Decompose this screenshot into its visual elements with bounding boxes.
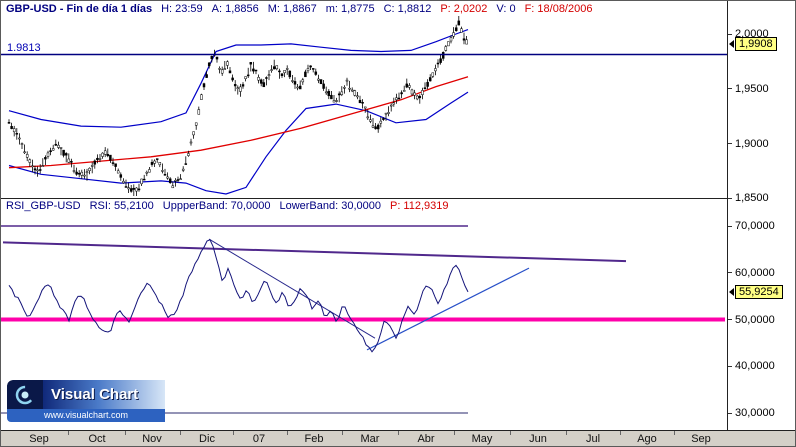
axis-tick xyxy=(728,366,732,367)
horizontal-line-label: 1.9813 xyxy=(7,42,41,54)
time-axis[interactable]: Sep Oct Nov Dic 07 Feb Mar Abr May Jun Jul Ago Sep xyxy=(1,430,795,446)
logo-banner: Visual Chart xyxy=(7,380,165,409)
logo-title: Visual Chart xyxy=(43,380,165,409)
header-field: A: 1,8856 xyxy=(211,3,259,15)
visual-chart-swirl-icon xyxy=(7,380,43,409)
time-axis-tick xyxy=(454,431,455,435)
axis-tick xyxy=(728,88,732,89)
time-axis-tick xyxy=(342,431,343,435)
trendline-peak_descending[interactable] xyxy=(208,238,376,339)
panel-separator xyxy=(1,198,727,199)
last-price-tag: 1,9908 xyxy=(729,37,777,51)
axis-tick xyxy=(728,319,732,320)
bollinger-upper-band xyxy=(8,29,469,128)
time-axis-tick xyxy=(510,431,511,435)
price-chart[interactable] xyxy=(1,16,727,198)
axis-tick-label: 30,0000 xyxy=(735,407,775,419)
axis-tick xyxy=(728,34,732,35)
candles xyxy=(7,16,468,196)
header-field: UppperBand: 70,0000 xyxy=(162,200,271,212)
rsi-panel-header: RSI_GBP-USD RSI: 55,2100 UppperBand: 70,00… xyxy=(6,200,458,213)
time-axis-tick xyxy=(125,431,126,435)
time-axis-label: 07 xyxy=(252,433,266,445)
last-price-value: 1,9908 xyxy=(735,37,777,51)
header-field: P: 112,9319 xyxy=(389,200,449,212)
header-field: H: 23:59 xyxy=(161,3,203,15)
time-axis-label: Jun xyxy=(529,433,547,445)
time-axis-label: Mar xyxy=(360,433,380,445)
time-axis-tick xyxy=(233,431,234,435)
time-axis-label: Oct xyxy=(88,433,106,445)
header-field: C: 1,8812 xyxy=(383,3,432,15)
axis-tick xyxy=(728,198,732,199)
tag-arrow-icon xyxy=(729,40,734,48)
axis-tick-label: 70,0000 xyxy=(735,220,775,232)
time-axis-label: Feb xyxy=(304,433,324,445)
rsi-line xyxy=(8,239,469,353)
tag-arrow-icon xyxy=(729,288,734,296)
axis-tick xyxy=(728,413,732,414)
axis-tick-label: 1,9500 xyxy=(735,83,769,95)
header-field: GBP-USD - Fin de día 1 días xyxy=(6,3,153,15)
trendline-long_descending[interactable] xyxy=(2,241,627,263)
bollinger-lower-band xyxy=(8,91,469,195)
time-axis-tick xyxy=(180,431,181,435)
axis-tick xyxy=(728,143,732,144)
header-field: F: 18/08/2006 xyxy=(524,3,593,15)
time-axis-label: May xyxy=(471,433,493,445)
header-field: P: 2,0202 xyxy=(440,3,488,15)
header-field: m: 1,8775 xyxy=(325,3,375,15)
rsi-value-tag: 55,9254 xyxy=(729,285,783,299)
axis-tick-label: 2,0000 xyxy=(735,28,769,40)
time-axis-tick xyxy=(566,431,567,435)
header-field: RSI: 55,2100 xyxy=(89,200,154,212)
price-panel-header: GBP-USD - Fin de día 1 días H: 23:59 A: 1,… xyxy=(6,3,601,16)
time-axis-tick xyxy=(620,431,621,435)
logo-url: www.visualchart.com xyxy=(7,409,165,422)
time-axis-label: Jul xyxy=(585,433,601,445)
header-field: M: 1,8867 xyxy=(267,3,317,15)
header-field: V: 0 xyxy=(496,3,516,15)
time-axis-tick xyxy=(674,431,675,435)
time-axis-label: Ago xyxy=(637,433,657,445)
header-field: LowerBand: 30,0000 xyxy=(279,200,381,212)
time-axis-label: Sep xyxy=(691,433,711,445)
header-field: RSI_GBP-USD xyxy=(6,200,81,212)
trendline-ascending[interactable] xyxy=(366,267,530,351)
axis-tick xyxy=(728,226,732,227)
time-axis-label: Abr xyxy=(417,433,435,445)
time-axis-label: Dic xyxy=(199,433,215,445)
time-axis-label: Sep xyxy=(29,433,49,445)
rsi-value: 55,9254 xyxy=(735,285,783,299)
axis-border xyxy=(727,1,728,430)
axis-tick-label: 1,9000 xyxy=(735,138,769,150)
time-axis-tick xyxy=(398,431,399,435)
axis-tick-label: 50,0000 xyxy=(735,314,775,326)
visual-chart-logo: Visual Chart www.visualchart.com xyxy=(7,380,165,422)
time-axis-tick xyxy=(68,431,69,435)
value-axis[interactable]: 1,9908 55,9254 2,0000 1,9500 1,9000 1,8500 7… xyxy=(728,1,795,430)
axis-tick-label: 60,0000 xyxy=(735,267,775,279)
axis-tick-label: 1,8500 xyxy=(735,192,769,204)
axis-tick-label: 40,0000 xyxy=(735,360,775,372)
moving-average-line xyxy=(8,76,469,169)
axis-tick xyxy=(728,272,732,273)
time-axis-label: Nov xyxy=(142,433,162,445)
time-axis-tick xyxy=(287,431,288,435)
